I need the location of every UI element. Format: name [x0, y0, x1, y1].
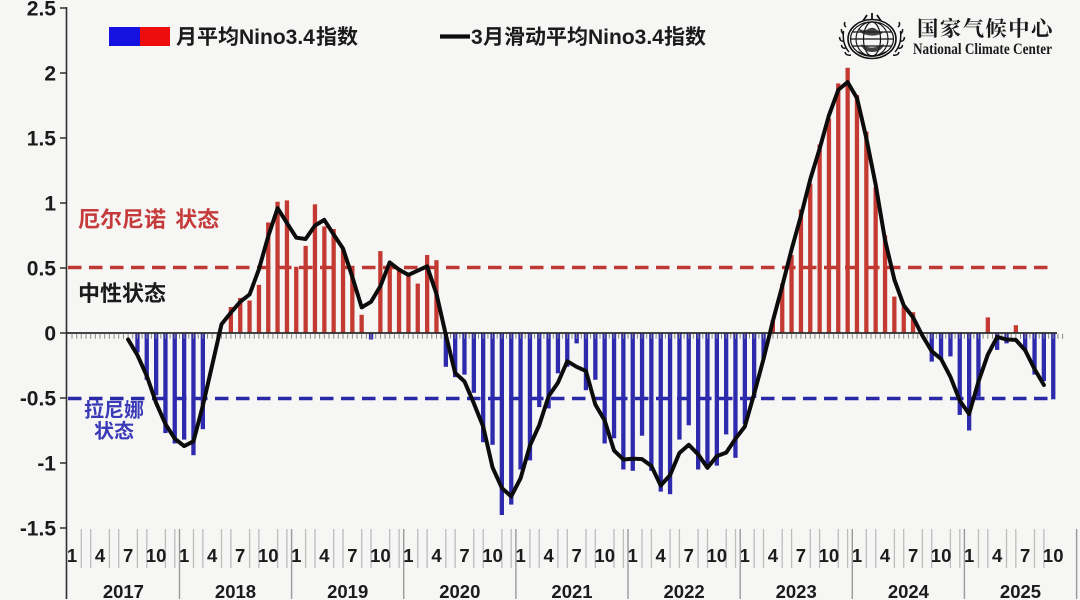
- svg-text:7: 7: [459, 545, 469, 566]
- svg-text:2018: 2018: [215, 581, 256, 600]
- svg-text:10: 10: [370, 545, 391, 566]
- svg-text:2021: 2021: [551, 581, 592, 600]
- svg-text:7: 7: [684, 545, 694, 566]
- svg-text:Nino3.4: Nino3.4: [239, 26, 315, 49]
- svg-text:0.5: 0.5: [27, 258, 57, 281]
- svg-text:4: 4: [95, 545, 106, 566]
- svg-text:Nino3.4: Nino3.4: [588, 26, 664, 49]
- svg-text:1: 1: [44, 193, 56, 216]
- svg-text:-0.5: -0.5: [20, 388, 57, 411]
- svg-text:7: 7: [571, 545, 581, 566]
- svg-text:10: 10: [594, 545, 615, 566]
- svg-text:2020: 2020: [439, 581, 480, 600]
- svg-text:4: 4: [656, 545, 667, 566]
- svg-text:4: 4: [207, 545, 218, 566]
- svg-text:4: 4: [543, 545, 554, 566]
- svg-text:1: 1: [67, 545, 77, 566]
- svg-text:1: 1: [403, 545, 413, 566]
- svg-text:2023: 2023: [776, 581, 817, 600]
- svg-text:0: 0: [44, 323, 56, 346]
- svg-text:10: 10: [482, 545, 503, 566]
- svg-text:7: 7: [235, 545, 245, 566]
- svg-text:1: 1: [628, 545, 638, 566]
- svg-text:10: 10: [819, 545, 840, 566]
- svg-text:7: 7: [908, 545, 918, 566]
- svg-text:2: 2: [44, 63, 56, 86]
- svg-text:National Climate Center: National Climate Center: [913, 41, 1052, 58]
- svg-text:2025: 2025: [1000, 581, 1041, 600]
- svg-text:7: 7: [1020, 545, 1030, 566]
- svg-text:-1.5: -1.5: [20, 518, 57, 541]
- svg-text:10: 10: [258, 545, 279, 566]
- svg-text:1: 1: [964, 545, 974, 566]
- svg-text:10: 10: [931, 545, 952, 566]
- svg-text:2017: 2017: [103, 581, 144, 600]
- svg-text:4: 4: [880, 545, 891, 566]
- svg-text:1: 1: [740, 545, 750, 566]
- svg-text:3: 3: [471, 26, 483, 49]
- svg-text:1: 1: [291, 545, 301, 566]
- svg-text:10: 10: [146, 545, 167, 566]
- svg-text:2.5: 2.5: [27, 0, 57, 21]
- svg-text:1: 1: [852, 545, 862, 566]
- svg-text:2024: 2024: [888, 581, 930, 600]
- svg-text:2019: 2019: [327, 581, 368, 600]
- svg-text:7: 7: [796, 545, 806, 566]
- svg-text:7: 7: [347, 545, 357, 566]
- svg-text:10: 10: [1043, 545, 1064, 566]
- svg-text:1: 1: [515, 545, 525, 566]
- svg-text:7: 7: [123, 545, 133, 566]
- svg-text:4: 4: [319, 545, 330, 566]
- svg-text:1: 1: [179, 545, 189, 566]
- svg-text:1.5: 1.5: [27, 128, 57, 151]
- svg-text:4: 4: [992, 545, 1003, 566]
- svg-text:4: 4: [431, 545, 442, 566]
- svg-text:10: 10: [707, 545, 728, 566]
- svg-text:4: 4: [768, 545, 779, 566]
- svg-text:2022: 2022: [664, 581, 705, 600]
- svg-text:-1: -1: [37, 453, 56, 476]
